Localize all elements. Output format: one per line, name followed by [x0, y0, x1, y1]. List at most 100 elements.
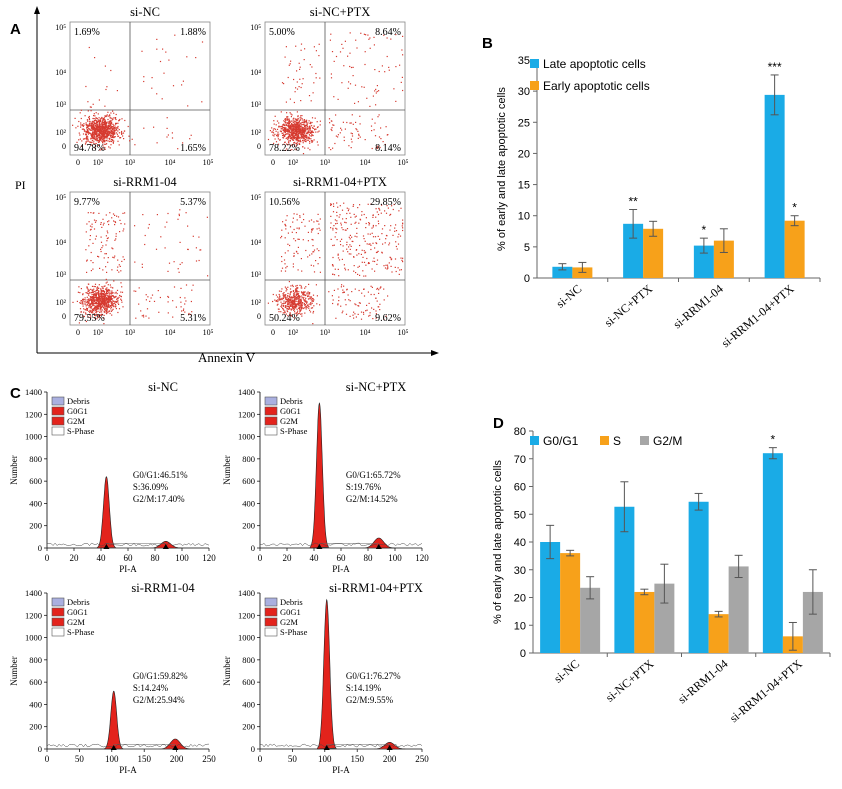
cc-x-tick: 150	[350, 754, 364, 764]
cc-legend-swatch	[264, 426, 278, 436]
bar	[784, 220, 805, 278]
cc-legend-swatch	[51, 627, 65, 637]
cc-legend-swatch	[264, 617, 278, 627]
cc-legend-label: Debris	[67, 597, 90, 607]
flow-dots	[267, 202, 404, 325]
y-tick-label: 20	[514, 593, 526, 605]
panel-letter-a: A	[10, 21, 21, 38]
cc-x-tick: 120	[415, 553, 429, 563]
cell-cycle-plot: si-NC+PTX 0 200 400 600 800 1000 1200 1400 0 20 40 6…	[222, 380, 429, 574]
cc-legend-swatch	[264, 406, 278, 416]
cc-y-tick: 600	[29, 476, 42, 486]
bar	[634, 591, 655, 653]
category-label: si-RRM1-04+PTX	[727, 656, 805, 725]
cc-x-tick: 80	[364, 553, 374, 563]
y-tick-label: 40	[514, 537, 526, 549]
y-tick-label: 20	[518, 148, 530, 160]
bar	[540, 542, 561, 653]
flow-plot: si-RRM1-04+PTX 10.56% 29.85% 50.24% 9.62% 10⁵…	[250, 175, 408, 337]
category-label: si-NC+PTX	[603, 656, 657, 704]
cc-y-tick: 200	[242, 521, 255, 531]
cc-y-tick: 600	[29, 677, 42, 687]
quadrant-ur: 1.88%	[180, 27, 206, 38]
flow-plot-title: si-RRM1-04+PTX	[293, 175, 387, 189]
flow-x-tick: 10³	[320, 328, 331, 337]
flow-y-tick: 10⁴	[250, 238, 261, 247]
cc-y-tick: 1200	[238, 409, 255, 419]
panel-a-y-label: PI	[15, 178, 26, 192]
quadrant-ul: 10.56%	[269, 197, 300, 208]
histogram-trace	[259, 743, 423, 749]
quadrant-ul: 5.00%	[269, 27, 295, 38]
bar	[713, 240, 734, 278]
cc-x-tick: 100	[175, 553, 189, 563]
cc-y-tick: 200	[242, 722, 255, 732]
flow-x-tick: 10⁵	[203, 158, 214, 167]
cc-legend-swatch	[264, 416, 278, 426]
bar	[764, 94, 785, 278]
y-tick-label: 0	[524, 273, 530, 285]
cc-x-tick: 40	[97, 553, 107, 563]
flow-y-tick: 10⁴	[55, 68, 66, 77]
cc-legend-label: Debris	[67, 396, 90, 406]
quadrant-ll: 78.22%	[269, 143, 300, 154]
category-label: si-RRM1-04	[675, 657, 730, 707]
flow-y-tick: 10³	[251, 270, 262, 279]
flow-y-tick: 10⁵	[55, 193, 66, 202]
panel-a: PI Annexin V si-NC 1.69% 1.88% 94.78% 1.65% 1…	[15, 5, 439, 365]
flow-dots	[72, 34, 204, 151]
panel-a-x-label: Annexin V	[198, 350, 256, 365]
legend-swatch	[640, 436, 649, 445]
cc-y-tick: 1400	[238, 588, 255, 598]
y-tick-label: 30	[514, 565, 526, 577]
panel-a-y-arrow	[34, 6, 40, 14]
cc-x-label: PI-A	[332, 765, 350, 775]
flow-plot-frame	[69, 21, 211, 156]
cc-y-tick: 800	[242, 454, 255, 464]
cc-legend-label: S-Phase	[67, 627, 95, 637]
y-tick-label: 60	[514, 482, 526, 494]
y-tick-label: 5	[524, 242, 530, 254]
cc-legend-label: G2M	[280, 416, 298, 426]
cc-y-label: Number	[9, 656, 19, 686]
cc-legend-label: G0G1	[280, 406, 301, 416]
bar	[693, 245, 714, 278]
quadrant-ur: 5.37%	[180, 197, 206, 208]
cc-legend-swatch	[264, 607, 278, 617]
cc-legend-label: Debris	[280, 597, 303, 607]
cc-y-tick: 400	[29, 498, 42, 508]
cc-y-tick: 1000	[25, 633, 42, 643]
cc-legend-swatch	[51, 607, 65, 617]
stat-g2m: G2/M:25.94%	[133, 695, 185, 705]
quadrant-ur: 8.64%	[375, 27, 401, 38]
cc-y-label: Number	[222, 455, 232, 485]
cc-y-tick: 1400	[238, 387, 255, 397]
bar	[643, 228, 664, 278]
flow-y-tick: 0	[257, 142, 261, 151]
cc-legend-swatch	[264, 627, 278, 637]
quadrant-lr: 5.31%	[180, 313, 206, 324]
y-tick-label: 50	[514, 509, 526, 521]
cc-x-tick: 0	[45, 754, 50, 764]
stat-s: S:19.76%	[346, 482, 382, 492]
quadrant-ll: 79.55%	[74, 313, 105, 324]
cell-cycle-plot: si-NC 0 200 400 600 800 1000 1200 1400 0 20 40 60 80 1…	[9, 380, 216, 574]
y-tick-label: 30	[518, 86, 530, 98]
cc-y-tick: 600	[242, 677, 255, 687]
legend-label: Late apoptotic cells	[543, 57, 646, 71]
cc-y-label: Number	[222, 656, 232, 686]
cc-legend-swatch	[51, 426, 65, 436]
significance-mark: *	[771, 433, 776, 447]
stat-s: S:36.09%	[133, 482, 169, 492]
cc-legend-label: S-Phase	[280, 627, 308, 637]
chart-d-y-label: % of early and late apoptotic cells	[492, 460, 504, 624]
cc-y-tick: 1200	[25, 610, 42, 620]
cc-x-tick: 0	[45, 553, 50, 563]
chart-b-y-label: % of early and late apoptotic cells	[496, 87, 508, 251]
cc-legend-label: G2M	[67, 416, 85, 426]
flow-y-tick: 10²	[56, 298, 67, 307]
flow-x-tick: 10³	[320, 158, 331, 167]
cc-y-tick: 200	[29, 722, 42, 732]
category-label: si-NC	[551, 657, 582, 686]
cell-cycle-title: si-RRM1-04	[131, 581, 195, 595]
